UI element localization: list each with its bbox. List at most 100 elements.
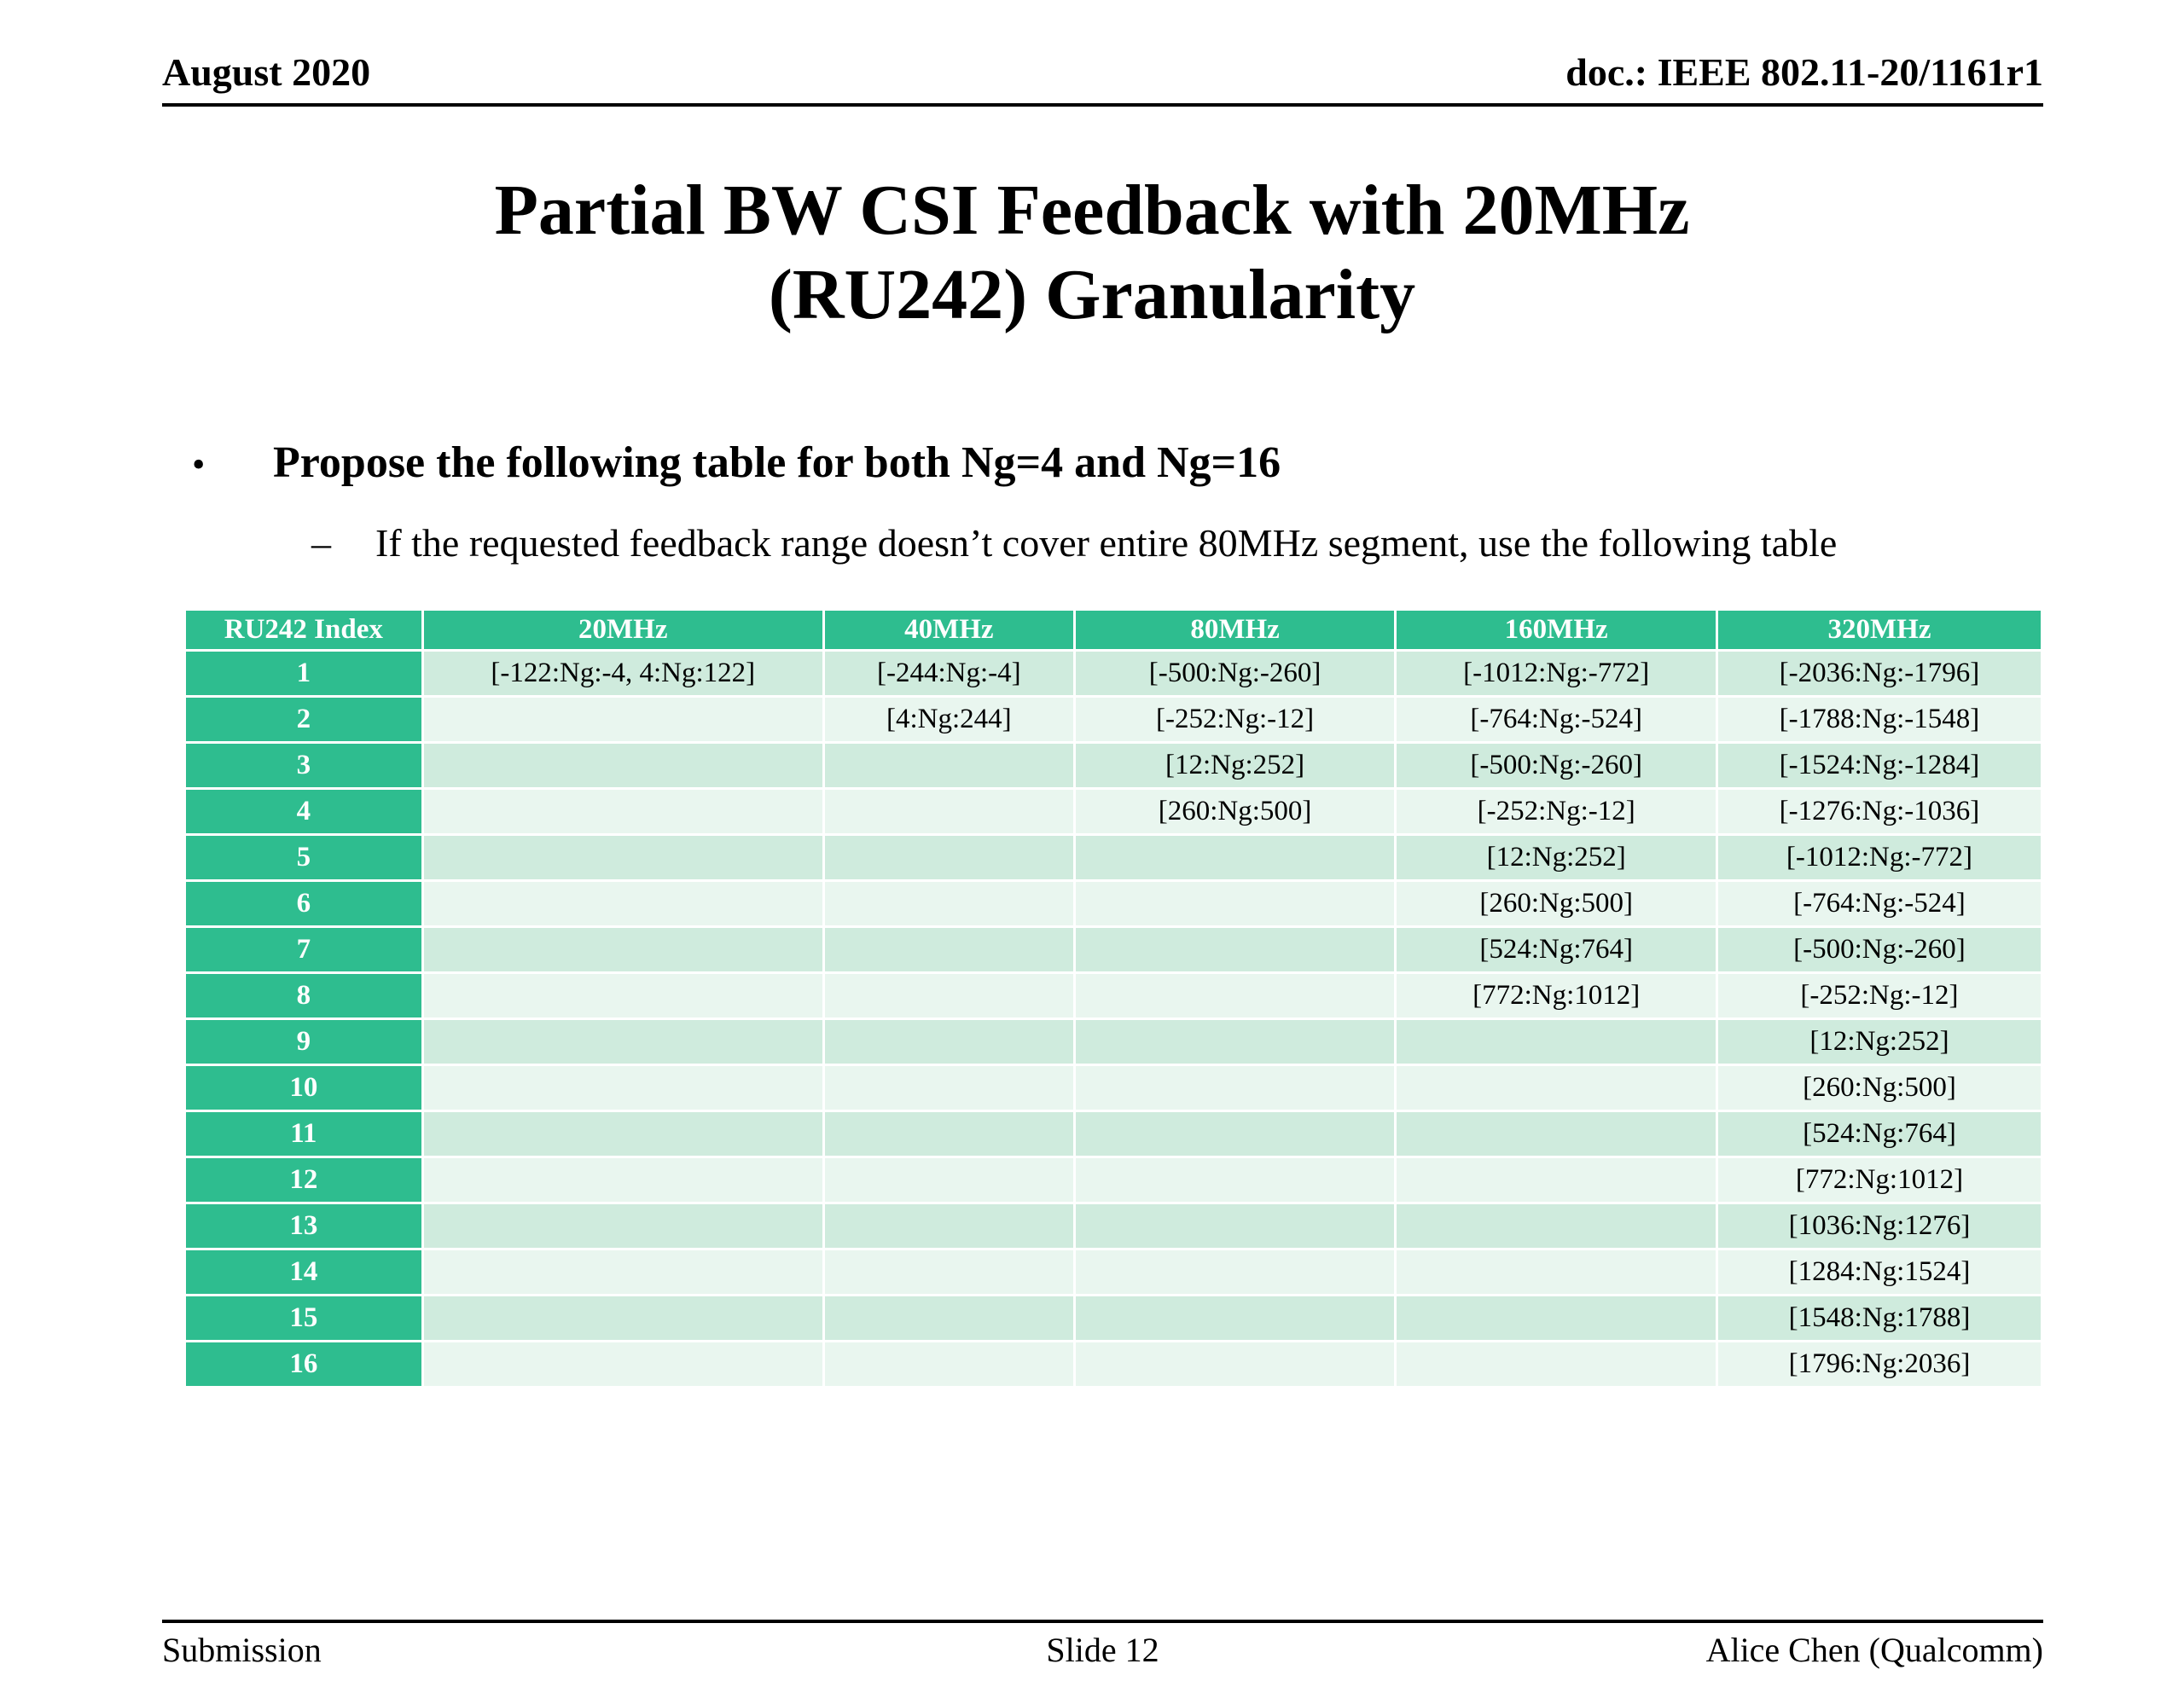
table-cell [421, 1017, 825, 1067]
row-index-cell: 6 [183, 879, 424, 929]
bullet-item: • Propose the following table for both N… [192, 438, 2048, 488]
table-cell [1394, 1340, 1718, 1389]
slide-header: August 2020 doc.: IEEE 802.11-20/1161r1 [162, 49, 2043, 107]
table-row: 2 [4:Ng:244] [-252:Ng:-12] [-764:Ng:-524] [-… [183, 695, 2044, 745]
table-cell [1072, 1340, 1397, 1389]
table-cell: [-252:Ng:-12] [1394, 787, 1718, 837]
slide-title: Partial BW CSI Feedback with 20MHz (RU24… [0, 168, 2184, 337]
table-cell [822, 787, 1076, 837]
footer-submission: Submission [162, 1631, 322, 1669]
table-cell: [772:Ng:1012] [1715, 1156, 2044, 1205]
table-cell [1072, 1248, 1397, 1297]
table-cell [822, 971, 1076, 1021]
table-cell: [-1788:Ng:-1548] [1715, 695, 2044, 745]
table-cell [822, 1248, 1076, 1297]
bullet-list: • Propose the following table for both N… [192, 438, 2048, 572]
table-cell [421, 971, 825, 1021]
table-row: 8 [772:Ng:1012] [-252:Ng:-12] [183, 971, 2044, 1021]
row-index-cell: 12 [183, 1156, 424, 1205]
table-cell [1394, 1110, 1718, 1159]
table-cell [421, 1248, 825, 1297]
table-cell [1072, 925, 1397, 975]
table-row: 4 [260:Ng:500] [-252:Ng:-12] [-1276:Ng:-103… [183, 787, 2044, 837]
table-cell [822, 925, 1076, 975]
column-header: 80MHz [1072, 608, 1397, 652]
table-cell: [524:Ng:764] [1394, 925, 1718, 975]
table-cell [421, 1156, 825, 1205]
table-row: 1 [-122:Ng:-4, 4:Ng:122] [-244:Ng:-4] [-500… [183, 649, 2044, 699]
row-index-cell: 8 [183, 971, 424, 1021]
column-header: 320MHz [1715, 608, 2044, 652]
row-index-cell: 5 [183, 833, 424, 883]
sub-bullet-text: If the requested feedback range doesn’t … [375, 521, 1838, 565]
table-cell: [-764:Ng:-524] [1715, 879, 2044, 929]
table-cell: [-244:Ng:-4] [822, 649, 1076, 699]
table-cell: [1036:Ng:1276] [1715, 1202, 2044, 1251]
table-row: 6 [260:Ng:500] [-764:Ng:-524] [183, 879, 2044, 929]
footer-slide-number: Slide 12 [1046, 1631, 1159, 1669]
row-index-cell: 16 [183, 1340, 424, 1389]
row-index-cell: 15 [183, 1294, 424, 1343]
table-cell [421, 1110, 825, 1159]
table-cell [421, 787, 825, 837]
table-cell: [260:Ng:500] [1072, 787, 1397, 837]
dash-marker: – [311, 521, 331, 565]
table-cell: [-500:Ng:-260] [1715, 925, 2044, 975]
table-row: 15 [1548:Ng:1788] [183, 1294, 2044, 1343]
table-cell [421, 695, 825, 745]
row-index-cell: 3 [183, 741, 424, 791]
sub-bullet-item: – If the requested feedback range doesn’… [311, 513, 2048, 572]
table-cell: [-1276:Ng:-1036] [1715, 787, 2044, 837]
table-row: 13 [1036:Ng:1276] [183, 1202, 2044, 1251]
slide-title-line1: Partial BW CSI Feedback with 20MHz [494, 171, 1690, 250]
table-cell [421, 833, 825, 883]
table-cell [822, 833, 1076, 883]
table-cell [421, 741, 825, 791]
table-row: 14 [1284:Ng:1524] [183, 1248, 2044, 1297]
table-row: 16 [1796:Ng:2036] [183, 1340, 2044, 1389]
row-index-cell: 9 [183, 1017, 424, 1067]
column-header: RU242 Index [183, 608, 424, 652]
row-index-cell: 1 [183, 649, 424, 699]
table-cell [822, 879, 1076, 929]
header-doc-number: doc.: IEEE 802.11-20/1161r1 [1565, 50, 2043, 94]
table-cell [822, 1017, 1076, 1067]
table-cell: [772:Ng:1012] [1394, 971, 1718, 1021]
table-body: 1 [-122:Ng:-4, 4:Ng:122] [-244:Ng:-4] [-500… [183, 649, 2044, 1389]
table-cell [822, 1202, 1076, 1251]
table-cell: [12:Ng:252] [1394, 833, 1718, 883]
table-cell [1394, 1156, 1718, 1205]
table-cell [822, 741, 1076, 791]
table-cell: [-500:Ng:-260] [1394, 741, 1718, 791]
row-index-cell: 2 [183, 695, 424, 745]
table-row: 5 [12:Ng:252] [-1012:Ng:-772] [183, 833, 2044, 883]
table-header-row: RU242 Index 20MHz 40MHz 80MHz 160MHz 320MHz [183, 608, 2044, 652]
column-header: 160MHz [1394, 608, 1718, 652]
table-head: RU242 Index 20MHz 40MHz 80MHz 160MHz 320MHz [183, 608, 2044, 652]
table-row: 10 [260:Ng:500] [183, 1064, 2044, 1113]
table-cell: [260:Ng:500] [1394, 879, 1718, 929]
table-row: 9 [12:Ng:252] [183, 1017, 2044, 1067]
table-cell [822, 1156, 1076, 1205]
bullet-text: Propose the following table for both Ng=… [273, 438, 1281, 488]
table-cell: [1796:Ng:2036] [1715, 1340, 2044, 1389]
table-cell [1072, 879, 1397, 929]
table-cell: [1284:Ng:1524] [1715, 1248, 2044, 1297]
table-cell: [-252:Ng:-12] [1715, 971, 2044, 1021]
table-cell [1072, 1017, 1397, 1067]
table-cell [1072, 971, 1397, 1021]
table-row: 7 [524:Ng:764] [-500:Ng:-260] [183, 925, 2044, 975]
table-cell [822, 1064, 1076, 1113]
row-index-cell: 13 [183, 1202, 424, 1251]
table-cell [421, 1202, 825, 1251]
bullet-marker: • [192, 443, 206, 486]
table-cell: [-252:Ng:-12] [1072, 695, 1397, 745]
table-cell [421, 1064, 825, 1113]
column-header: 20MHz [421, 608, 825, 652]
table-cell: [4:Ng:244] [822, 695, 1076, 745]
table-cell: [-1012:Ng:-772] [1394, 649, 1718, 699]
row-index-cell: 4 [183, 787, 424, 837]
table-cell [421, 1340, 825, 1389]
row-index-cell: 14 [183, 1248, 424, 1297]
table-cell [1072, 833, 1397, 883]
